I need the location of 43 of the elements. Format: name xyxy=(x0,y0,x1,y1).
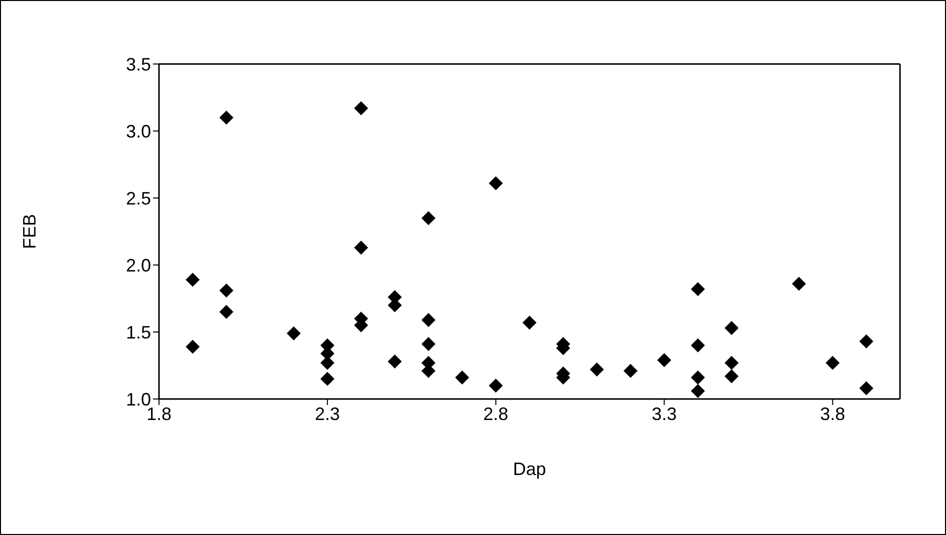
point xyxy=(186,272,200,287)
point xyxy=(724,369,739,384)
y-tick-label: 2.5 xyxy=(126,188,151,208)
point xyxy=(421,211,436,226)
y-tick-label: 1.0 xyxy=(126,389,151,410)
x-axis-title: Dap xyxy=(512,459,546,479)
x-tick-label: 2.3 xyxy=(314,404,340,424)
point xyxy=(421,337,436,352)
point xyxy=(792,276,806,291)
y-tick-label: 2.0 xyxy=(126,255,151,276)
point xyxy=(219,304,234,319)
point xyxy=(624,364,638,378)
x-tick-label: 3.8 xyxy=(820,404,846,424)
point xyxy=(186,340,200,354)
point xyxy=(859,334,874,348)
point xyxy=(522,316,536,330)
point xyxy=(859,381,874,396)
y-tick-label: 3.0 xyxy=(126,121,151,142)
point xyxy=(354,240,368,255)
point xyxy=(590,362,604,377)
point xyxy=(219,283,234,298)
point xyxy=(455,370,470,385)
y-tick-label: 1.5 xyxy=(126,322,151,342)
point xyxy=(724,356,739,370)
point xyxy=(690,282,705,296)
point xyxy=(421,312,436,327)
y-axis-title: FEB xyxy=(19,214,40,250)
point xyxy=(320,372,334,386)
point xyxy=(690,384,705,398)
point xyxy=(488,378,503,393)
point xyxy=(826,356,840,370)
point xyxy=(690,338,705,352)
point xyxy=(286,326,301,340)
point xyxy=(219,110,234,125)
y-tick-label: 3.5 xyxy=(126,54,151,74)
x-tick-label: 3.3 xyxy=(652,404,677,424)
point xyxy=(657,353,672,368)
point xyxy=(388,354,402,368)
x-tick-label: 2.8 xyxy=(483,404,508,424)
point xyxy=(488,176,503,190)
point xyxy=(724,320,739,335)
point xyxy=(690,370,705,385)
point xyxy=(354,101,368,116)
